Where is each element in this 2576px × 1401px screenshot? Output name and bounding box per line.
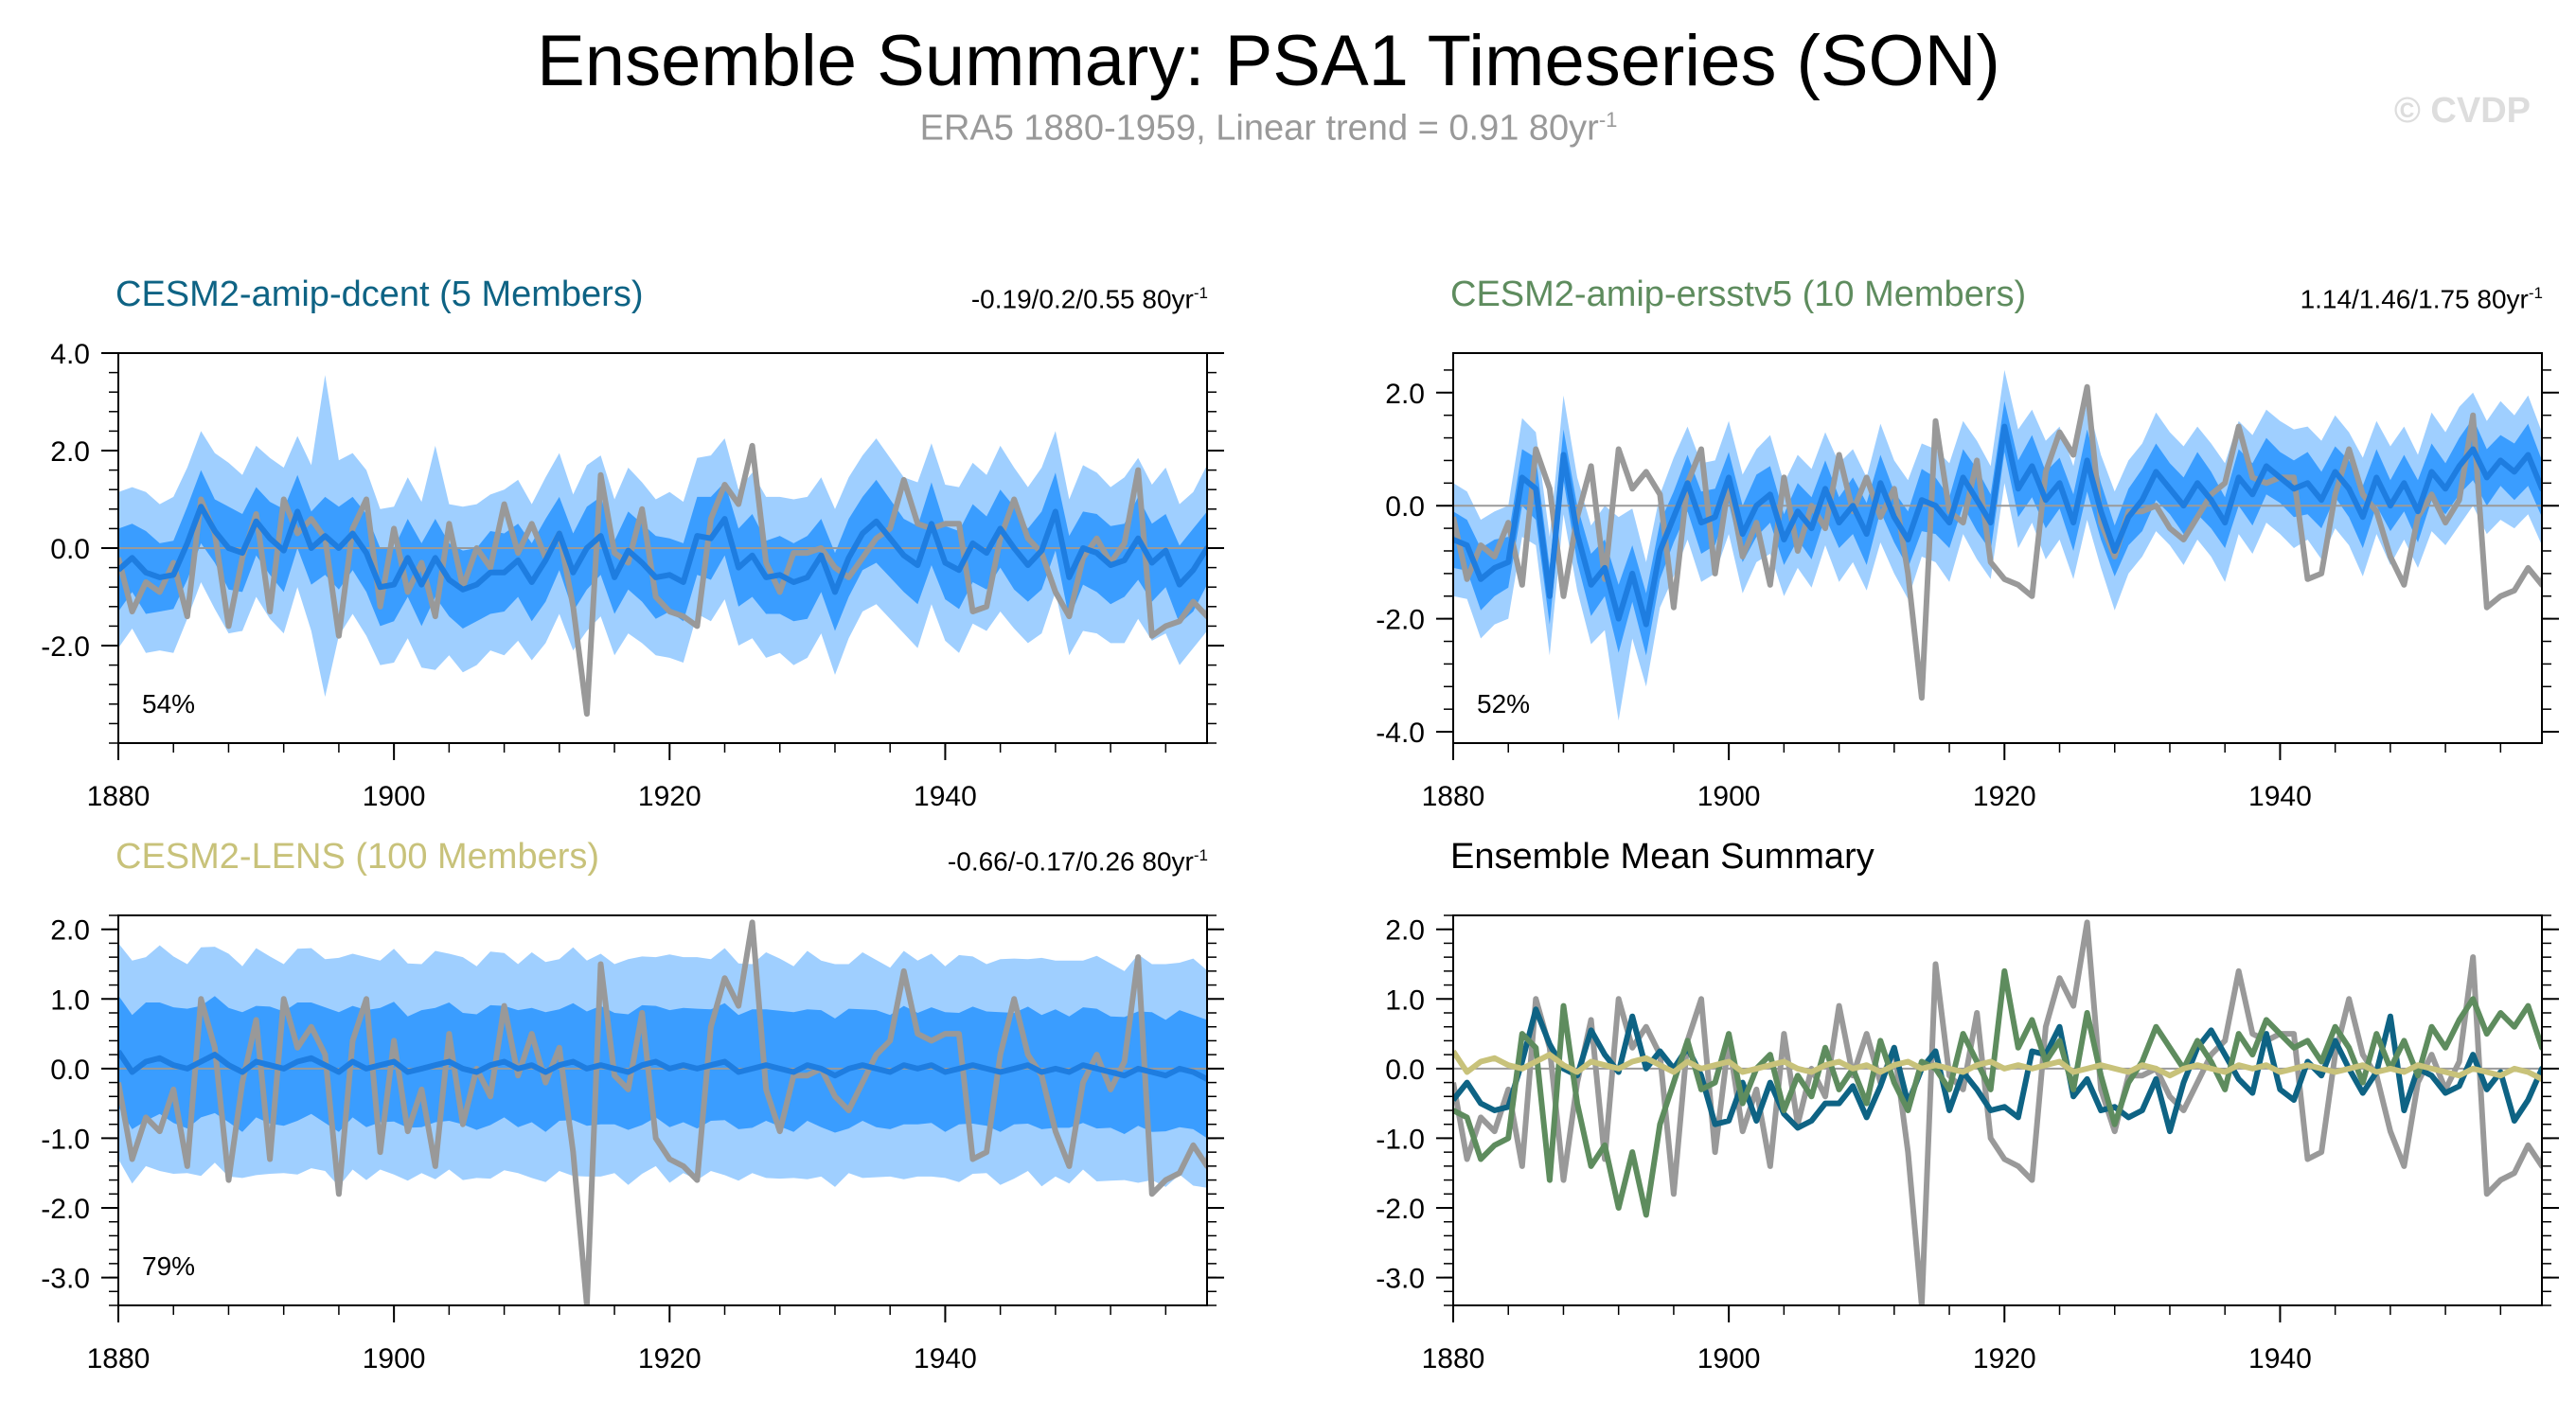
series-line-dcent-era5 — [118, 442, 1207, 718]
x-tick-label: 1940 — [914, 781, 977, 812]
plot-area-lens — [118, 919, 1207, 1305]
panel-title-dcent: CESM2-amip-dcent (5 Members) — [115, 275, 644, 314]
x-tick-label: 1940 — [2248, 781, 2312, 812]
y-tick-label: 0.0 — [1385, 491, 1425, 523]
x-tick-label: 1900 — [1697, 1343, 1761, 1374]
trend-label-ersstv5: 1.14/1.46/1.75 80yr-1 — [2301, 284, 2543, 314]
y-tick-label: -1.0 — [1376, 1124, 1425, 1155]
y-tick-label: -2.0 — [1376, 605, 1425, 636]
y-tick-label: 0.0 — [1385, 1055, 1425, 1086]
plot-area-ersstv5 — [1453, 369, 2542, 721]
y-tick-label: -4.0 — [1376, 718, 1425, 749]
x-tick-label: 1880 — [1422, 1343, 1485, 1374]
series-line-ersstv5-era5 — [1453, 383, 2542, 701]
y-tick-label: -3.0 — [1376, 1264, 1425, 1295]
y-tick-label: -2.0 — [1376, 1194, 1425, 1225]
ensemble-inner-band-dcent — [118, 470, 1207, 631]
chart-lens: 2.0 1.0 0.0 -1.0 -2.0 -3.0 1880 1900 1920 1940 — [41, 914, 1224, 1374]
trend-text-lens: -0.66/-0.17/0.26 80yr — [947, 846, 1194, 877]
x-tick-label: 1940 — [2248, 1343, 2312, 1374]
x-tick-label: 1900 — [1697, 781, 1761, 812]
trend-label-dcent: -0.19/0.2/0.55 80yr-1 — [971, 284, 1208, 314]
x-tick-label: 1920 — [1973, 1343, 2036, 1374]
y-tick-label: 2.0 — [50, 915, 90, 947]
y-tick-label: -2.0 — [41, 1194, 90, 1225]
series-line-dcent-ensemble-mean — [118, 504, 1207, 595]
pct-label-dcent: 54% — [142, 689, 196, 718]
page-subtitle: ERA5 1880-1959, Linear trend = 0.91 80yr… — [0, 108, 2537, 150]
y-tick-label: 1.0 — [1385, 984, 1425, 1016]
series-line-lens-ensemble-mean — [118, 1049, 1207, 1082]
y-tick-label: 2.0 — [1385, 915, 1425, 947]
y-tick-label: -2.0 — [41, 631, 90, 663]
subtitle-exponent: -1 — [1598, 108, 1618, 132]
pct-label-ersstv5: 52% — [1477, 689, 1531, 718]
chart-dcent: 4.0 2.0 0.0 -2.0 1880 1900 1920 1940 — [41, 339, 1224, 812]
series-line-summary-cesm2-lens — [1453, 1049, 2542, 1082]
series-line-summary-era5 — [1453, 919, 2542, 1305]
panel-title-summary: Ensemble Mean Summary — [1450, 837, 1874, 877]
watermark: © CVDP — [2393, 91, 2531, 131]
x-tick-label: 1880 — [87, 1343, 151, 1374]
chart-ersstv5: 2.0 0.0 -2.0 -4.0 1880 1900 1920 1940 — [1376, 352, 2559, 812]
series-line-summary-cesm2-amip-ersstv5 — [1453, 967, 2542, 1218]
plot-area-summary — [1453, 919, 2542, 1305]
ensemble-inner-band-ersstv5 — [1453, 400, 2542, 656]
y-tick-label: 4.0 — [50, 339, 90, 370]
subtitle-text: ERA5 1880-1959, Linear trend = 0.91 80yr — [919, 108, 1599, 149]
page-title: Ensemble Summary: PSA1 Timeseries (SON) — [537, 21, 2000, 101]
y-tick-label: 2.0 — [50, 436, 90, 468]
y-tick-label: 1.0 — [50, 984, 90, 1016]
y-tick-label: 2.0 — [1385, 379, 1425, 410]
x-tick-label: 1920 — [1973, 781, 2036, 812]
x-tick-label: 1920 — [638, 1343, 702, 1374]
x-tick-label: 1920 — [638, 781, 702, 812]
x-tick-label: 1880 — [87, 781, 151, 812]
x-tick-label: 1900 — [363, 1343, 426, 1374]
x-tick-label: 1880 — [1422, 781, 1485, 812]
trend-exp-lens: -1 — [1193, 846, 1208, 864]
y-tick-label: -1.0 — [41, 1124, 90, 1155]
chart-summary: 2.0 1.0 0.0 -1.0 -2.0 -3.0 1880 1900 1920 1940 — [1376, 914, 2559, 1374]
trend-label-lens: -0.66/-0.17/0.26 80yr-1 — [948, 846, 1208, 877]
trend-text-ersstv5: 1.14/1.46/1.75 80yr — [2300, 284, 2529, 314]
y-tick-label: 0.0 — [50, 1055, 90, 1086]
x-tick-label: 1900 — [363, 781, 426, 812]
y-tick-label: -3.0 — [41, 1264, 90, 1295]
pct-label-lens: 79% — [142, 1251, 196, 1281]
trend-text-dcent: -0.19/0.2/0.55 80yr — [970, 284, 1194, 314]
series-line-ersstv5-ensemble-mean — [1453, 423, 2542, 628]
plot-frame-ersstv5 — [1452, 352, 2543, 744]
trend-exp-ersstv5: -1 — [2528, 284, 2543, 302]
panel-title-ersstv5: CESM2-amip-ersstv5 (10 Members) — [1450, 275, 2027, 314]
y-tick-label: 0.0 — [50, 534, 90, 565]
panel-title-lens: CESM2-LENS (100 Members) — [115, 837, 600, 877]
trend-exp-dcent: -1 — [1193, 284, 1208, 302]
series-line-lens-era5 — [118, 919, 1207, 1305]
ensemble-outer-band-ersstv5 — [1453, 369, 2542, 721]
x-tick-label: 1940 — [914, 1343, 977, 1374]
plot-area-dcent — [118, 375, 1207, 718]
